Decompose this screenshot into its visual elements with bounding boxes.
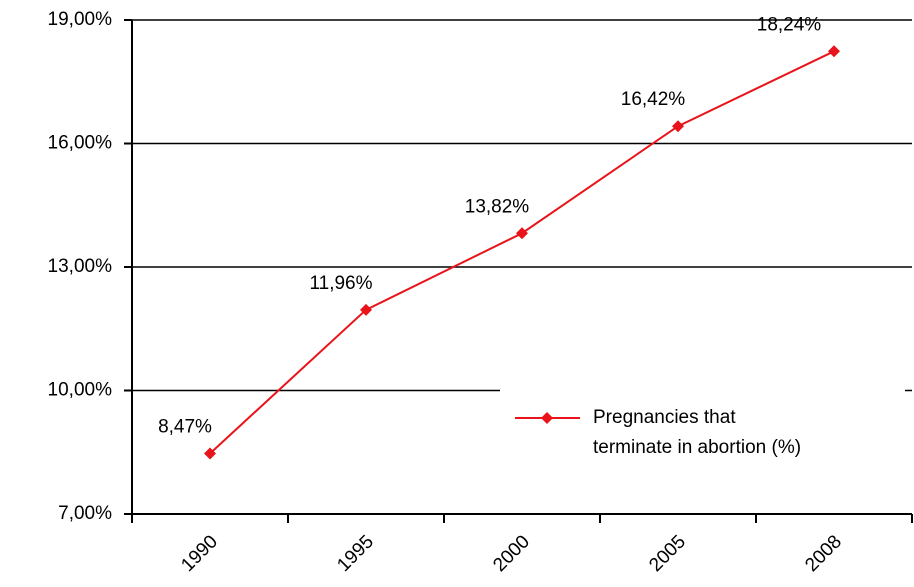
x-tick-label: 1990	[177, 531, 222, 576]
y-tick-label: 7,00%	[58, 503, 112, 524]
point-marker	[360, 303, 372, 316]
legend-box	[500, 378, 905, 482]
point-marker	[204, 447, 216, 460]
point-marker	[516, 227, 528, 240]
data-label: 16,42%	[621, 89, 686, 110]
point-marker	[672, 120, 684, 133]
legend: Pregnancies that terminate in abortion (…	[500, 378, 905, 482]
data-label: 18,24%	[757, 14, 822, 35]
data-label: 11,96%	[309, 273, 372, 294]
y-tick-label: 13,00%	[48, 256, 113, 277]
y-tick-label: 10,00%	[48, 380, 113, 401]
point-marker	[828, 45, 840, 58]
data-label: 13,82%	[465, 196, 530, 217]
x-tick-label: 2005	[645, 531, 690, 576]
data-label: 8,47%	[158, 417, 212, 438]
x-tick-label: 2000	[489, 531, 534, 576]
x-tick-label: 2008	[801, 531, 846, 576]
y-tick-label: 16,00%	[48, 133, 113, 154]
x-tick-label: 1995	[333, 531, 378, 576]
legend-marker	[541, 412, 553, 424]
y-tick-label: 19,00%	[48, 9, 113, 30]
legend-label-box: Pregnancies that terminate in abortion (…	[593, 407, 802, 458]
legend-label: Pregnancies that terminate in abortion (…	[593, 407, 802, 458]
